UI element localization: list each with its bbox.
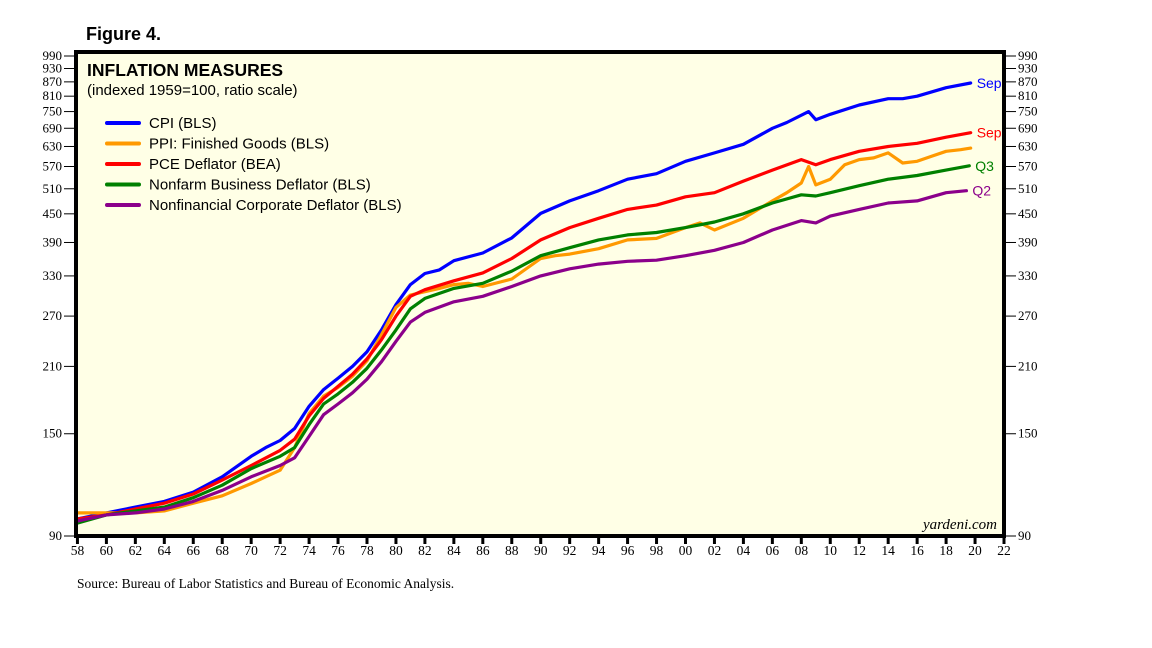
y-tick-label-right: 270 xyxy=(1018,308,1038,323)
y-tick-label-right: 930 xyxy=(1018,61,1038,76)
x-tick-label: 74 xyxy=(302,543,316,558)
y-tick-label-right: 870 xyxy=(1018,74,1038,89)
legend-label: Nonfarm Business Deflator (BLS) xyxy=(149,177,371,194)
legend-label: Nonfinancial Corporate Deflator (BLS) xyxy=(149,197,402,214)
x-tick-label: 68 xyxy=(215,543,229,558)
x-tick-label: 96 xyxy=(621,543,635,558)
series-line-0 xyxy=(75,81,973,521)
figure-label: Figure 4. xyxy=(86,24,162,44)
y-tick-label-right: 810 xyxy=(1018,88,1038,103)
x-tick-label: 90 xyxy=(534,543,548,558)
x-tick-label: 66 xyxy=(187,543,201,558)
y-tick-label-left: 570 xyxy=(43,159,63,174)
y-tick-label-left: 630 xyxy=(43,138,63,153)
y-tick-label-left: 390 xyxy=(43,234,63,249)
y-tick-label-right: 330 xyxy=(1018,268,1038,283)
x-tick-label: 72 xyxy=(273,543,287,558)
x-axis: 58 60 62 64 66 68 70 72 74 76 78 80 82 84 86 88 90 92 94 96… xyxy=(71,536,1011,558)
x-tick-label: 12 xyxy=(852,543,866,558)
legend-label: PCE Deflator (BEA) xyxy=(149,156,281,173)
series-line-1 xyxy=(75,146,973,515)
x-tick-label: 94 xyxy=(592,543,606,558)
y-tick-label-left: 330 xyxy=(43,268,63,283)
y-tick-label-right: 690 xyxy=(1018,120,1038,135)
y-tick-label-left: 90 xyxy=(49,528,62,543)
y-tick-label-left: 750 xyxy=(43,104,63,119)
x-tick-label: 70 xyxy=(244,543,258,558)
x-tick-label: 98 xyxy=(650,543,664,558)
y-tick-label-left: 930 xyxy=(43,61,63,76)
y-tick-label-left: 450 xyxy=(43,206,63,221)
x-tick-label: 62 xyxy=(129,543,143,558)
x-tick-label: 08 xyxy=(795,543,809,558)
series-layer xyxy=(75,81,973,525)
x-tick-label: 76 xyxy=(331,543,345,558)
x-tick-label: 20 xyxy=(968,543,982,558)
source-note: Source: Bureau of Labor Statistics and B… xyxy=(77,576,455,591)
y-tick-label-right: 450 xyxy=(1018,206,1038,221)
watermark: yardeni.com xyxy=(921,517,997,533)
x-tick-label: 16 xyxy=(910,543,924,558)
x-tick-label: 80 xyxy=(389,543,403,558)
y-tick-label-left: 210 xyxy=(43,358,63,373)
y-tick-label-right: 390 xyxy=(1018,234,1038,249)
legend-label: CPI (BLS) xyxy=(149,115,217,132)
y-tick-label-left: 510 xyxy=(43,181,63,196)
y-tick-label-left: 690 xyxy=(43,120,63,135)
y-tick-label-right: 90 xyxy=(1018,528,1031,543)
series-end-label: Q2 xyxy=(972,183,991,199)
y-axis-right: 90 150 210 270 330 390 450 510 570 630 69075081087… xyxy=(1004,48,1038,543)
legend: CPI (BLS) PPI: Finished Goods (BLS) PCE De… xyxy=(105,115,402,214)
y-tick-label-right: 510 xyxy=(1018,181,1038,196)
x-tick-label: 58 xyxy=(71,543,85,558)
chart-subtitle: (indexed 1959=100, ratio scale) xyxy=(87,82,298,99)
y-axis-left: 90 150 210 270 330 390 450 510 570 630 69075081087… xyxy=(43,48,76,543)
x-tick-label: 02 xyxy=(708,543,722,558)
y-tick-label-right: 210 xyxy=(1018,358,1038,373)
x-tick-label: 06 xyxy=(766,543,780,558)
plot-background xyxy=(76,52,1004,536)
x-tick-label: 18 xyxy=(939,543,953,558)
series-end-label: Q3 xyxy=(975,158,994,174)
x-tick-label: 84 xyxy=(447,543,461,558)
chart-title: INFLATION MEASURES xyxy=(87,60,283,80)
x-tick-label: 04 xyxy=(737,543,751,558)
x-tick-label: 92 xyxy=(563,543,577,558)
x-tick-label: 10 xyxy=(824,543,838,558)
y-tick-label-right: 630 xyxy=(1018,138,1038,153)
series-line-2 xyxy=(75,131,973,521)
series-end-label: Sep xyxy=(977,125,1002,141)
y-tick-label-left: 870 xyxy=(43,74,63,89)
x-tick-label: 64 xyxy=(158,543,172,558)
y-tick-label-left: 150 xyxy=(43,426,63,441)
series-line-3 xyxy=(75,164,971,525)
series-end-label: Sep xyxy=(977,75,1002,91)
x-tick-label: 14 xyxy=(881,543,895,558)
y-tick-label-right: 570 xyxy=(1018,159,1038,174)
x-tick-label: 88 xyxy=(505,543,519,558)
y-tick-label-right: 150 xyxy=(1018,426,1038,441)
end-labels: Sep Sep Q3 Q2 xyxy=(972,75,1001,199)
y-tick-label-left: 810 xyxy=(43,88,63,103)
x-tick-label: 22 xyxy=(997,543,1011,558)
x-tick-label: 78 xyxy=(360,543,374,558)
series-line-4 xyxy=(75,189,969,523)
y-tick-label-right: 750 xyxy=(1018,104,1038,119)
y-tick-label-right: 990 xyxy=(1018,48,1038,63)
x-tick-label: 86 xyxy=(476,543,490,558)
legend-label: PPI: Finished Goods (BLS) xyxy=(149,136,329,153)
y-tick-label-left: 270 xyxy=(43,308,63,323)
x-tick-label: 60 xyxy=(100,543,114,558)
x-tick-label: 82 xyxy=(418,543,432,558)
y-tick-label-left: 990 xyxy=(43,48,63,63)
x-tick-label: 00 xyxy=(679,543,693,558)
